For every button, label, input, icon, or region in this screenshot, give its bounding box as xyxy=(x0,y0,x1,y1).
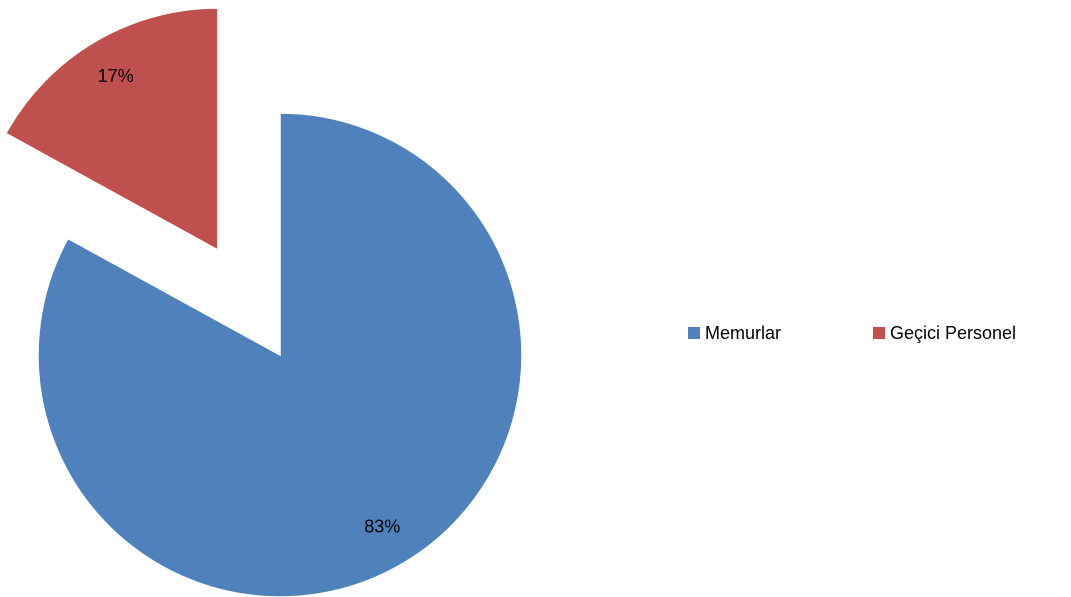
legend-swatch xyxy=(873,327,885,339)
legend-label: Memurlar xyxy=(705,323,781,343)
data-label: 17% xyxy=(98,66,134,86)
pie-slice xyxy=(37,112,523,597)
data-label: 83% xyxy=(364,517,400,537)
legend-label: Geçici Personel xyxy=(890,323,1016,343)
legend-swatch xyxy=(688,327,700,339)
pie-slice xyxy=(4,7,219,252)
